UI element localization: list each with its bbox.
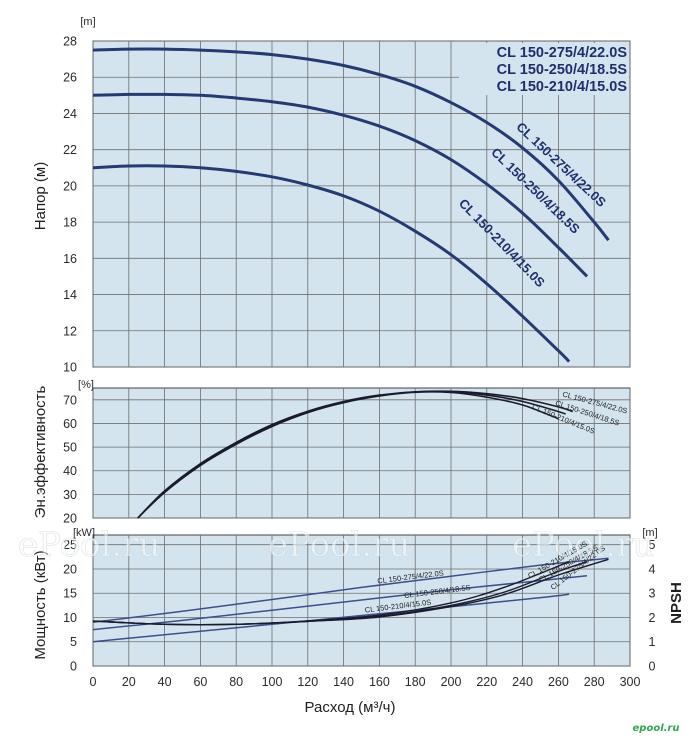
power-unit: [kW] bbox=[73, 527, 95, 539]
power-axis-title: Мощность (кВт) bbox=[32, 550, 49, 659]
x-tick-label: 260 bbox=[548, 675, 569, 689]
curves bbox=[92, 47, 610, 643]
x-tick-label: 80 bbox=[229, 675, 243, 689]
y-tick-label: 20 bbox=[63, 179, 77, 193]
y-tick-label: 15 bbox=[63, 587, 77, 601]
y-tick-label: 28 bbox=[63, 35, 77, 49]
x-tick-label: 280 bbox=[584, 675, 605, 689]
x-tick-label: 180 bbox=[405, 675, 426, 689]
y-tick-label: 24 bbox=[63, 107, 77, 121]
x-tick-label: 220 bbox=[476, 675, 497, 689]
y-tick-label: 50 bbox=[63, 441, 77, 455]
y-tick-label: 70 bbox=[63, 393, 77, 407]
npsh-tick-label: 4 bbox=[649, 562, 656, 576]
y-tick-label: 30 bbox=[63, 488, 77, 502]
x-tick-label: 300 bbox=[620, 675, 641, 689]
npsh-tick-label: 1 bbox=[649, 635, 656, 649]
power-curve-3 bbox=[92, 593, 570, 643]
power-curve-1 bbox=[92, 557, 609, 624]
watermark-text-3: ePool.ru bbox=[512, 525, 654, 565]
watermark-text-2: ePool.ru bbox=[268, 525, 410, 565]
x-tick-label: 100 bbox=[262, 675, 283, 689]
y-tick-label: 25 bbox=[63, 538, 77, 552]
y-tick-label: 40 bbox=[63, 464, 77, 478]
npsh-tick-label: 5 bbox=[649, 538, 656, 552]
grid-lines bbox=[92, 40, 631, 667]
legend-item-3: CL 150-210/4/15.0S bbox=[497, 79, 628, 95]
x-tick-label: 140 bbox=[333, 675, 354, 689]
y-tick-label: 10 bbox=[63, 611, 77, 625]
efficiency-curve-3 bbox=[137, 391, 559, 519]
y-tick-label: 20 bbox=[63, 562, 77, 576]
efficiency-axis-title: Эн.эффективность bbox=[32, 385, 49, 518]
y-tick-label: 60 bbox=[63, 417, 77, 431]
x-tick-label: 60 bbox=[193, 675, 207, 689]
legend-item-1: CL 150-275/4/22.0S bbox=[497, 45, 628, 61]
legend: CL 150-275/4/22.0S CL 150-250/4/18.5S CL… bbox=[459, 43, 629, 95]
head-curve-1 bbox=[92, 47, 610, 242]
y-tick-label: 10 bbox=[63, 361, 77, 375]
y-tick-label: 18 bbox=[63, 216, 77, 230]
head-curve-2 bbox=[92, 92, 589, 278]
epool-logo: epool.ru bbox=[626, 721, 686, 734]
x-tick-label: 200 bbox=[441, 675, 462, 689]
tick-labels: 1012141618202224262820304050607005101520… bbox=[63, 35, 655, 690]
x-tick-label: 120 bbox=[297, 675, 318, 689]
x-tick-label: 0 bbox=[90, 675, 97, 689]
y-tick-label: 22 bbox=[63, 143, 77, 157]
npsh-curve-6 bbox=[92, 561, 570, 626]
y-tick-label: 14 bbox=[63, 288, 77, 302]
y-tick-label: 16 bbox=[63, 252, 77, 266]
npsh-tick-label: 2 bbox=[649, 611, 656, 625]
npsh-tick-label: 3 bbox=[649, 587, 656, 601]
head-axis-title: Напор (м) bbox=[32, 162, 49, 230]
head-unit: [m] bbox=[80, 16, 95, 28]
y-tick-label: 20 bbox=[63, 512, 77, 526]
y-tick-label: 5 bbox=[70, 635, 77, 649]
x-tick-label: 160 bbox=[369, 675, 390, 689]
y-tick-label: 26 bbox=[63, 71, 77, 85]
y-tick-label: 12 bbox=[63, 324, 77, 338]
x-tick-label: 240 bbox=[512, 675, 533, 689]
x-tick-label: 40 bbox=[158, 675, 172, 689]
efficiency-unit: [%] bbox=[78, 379, 94, 391]
watermark: ePool.ru ePool.ru ePool.ru bbox=[18, 525, 655, 566]
npsh-axis-title: NPSH bbox=[668, 582, 685, 624]
watermark-text-1: ePool.ru bbox=[18, 525, 160, 565]
npsh-unit: [m] bbox=[642, 527, 657, 539]
logo-text: epool.ru bbox=[633, 723, 680, 734]
y-tick-label: 0 bbox=[70, 660, 77, 674]
legend-item-2: CL 150-250/4/18.5S bbox=[497, 62, 628, 78]
x-tick-label: 20 bbox=[122, 675, 136, 689]
efficiency-plot-area bbox=[92, 387, 631, 519]
head-curve-3 bbox=[92, 164, 571, 363]
npsh-tick-label: 0 bbox=[649, 660, 656, 674]
x-axis-title: Расход (м³/ч) bbox=[305, 699, 396, 716]
